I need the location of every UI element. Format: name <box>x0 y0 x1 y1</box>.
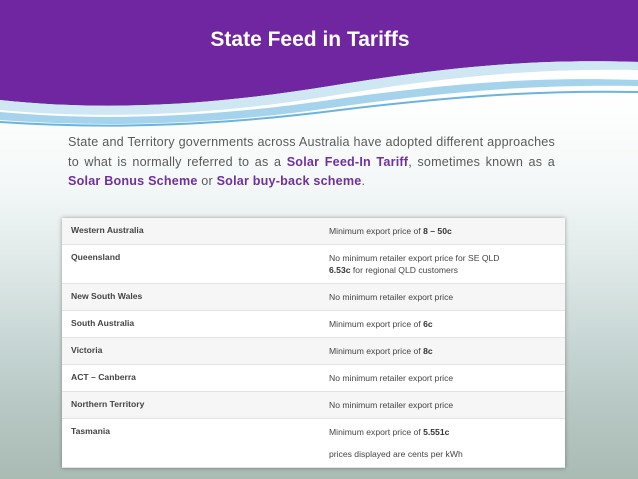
table-row: Western Australia Minimum export price of… <box>62 218 565 245</box>
bold-text: 8 – 50c <box>423 226 452 236</box>
tariff-cell: No minimum retailer export price <box>319 392 565 418</box>
table-row: New South Wales No minimum retailer expor… <box>62 284 565 311</box>
tariff-line: Minimum export price of 8c <box>329 345 559 357</box>
state-cell: Western Australia <box>71 225 144 235</box>
tariff-line: 6.53c for regional QLD customers <box>329 264 559 276</box>
text: No minimum retailer export price for SE … <box>329 253 500 263</box>
table-row: South Australia Minimum export price of 6… <box>62 311 565 338</box>
tariff-line: Minimum export price of 8 – 50c <box>329 225 559 237</box>
state-cell: Northern Territory <box>71 399 145 409</box>
tariff-cell: No minimum retailer export price <box>319 365 565 391</box>
tariff-line: No minimum retailer export price for SE … <box>329 252 559 264</box>
table-row: Queensland No minimum retailer export pri… <box>62 245 565 284</box>
text: Minimum export price of <box>329 319 424 329</box>
table-row: ACT – Canberra No minimum retailer export… <box>62 365 565 392</box>
tariff-cell: No minimum retailer export price for SE … <box>319 245 565 283</box>
state-cell: Queensland <box>71 252 121 262</box>
tariff-line: No minimum retailer export price <box>329 372 559 384</box>
tariff-cell: Minimum export price of 6c <box>319 311 565 337</box>
text: . <box>361 174 366 188</box>
bold-text: Solar Feed-In Tariff <box>286 154 409 169</box>
text: Minimum export price of <box>329 346 424 356</box>
tariff-cell: No minimum retailer export price <box>319 284 565 310</box>
bold-text: 6c <box>423 319 433 329</box>
text: , sometimes known as a <box>408 154 555 169</box>
text: No minimum retailer export price <box>329 292 454 302</box>
state-cell: Tasmania <box>71 426 111 436</box>
tariff-line: No minimum retailer export price <box>329 291 559 303</box>
tariff-table: Western Australia Minimum export price of… <box>62 218 565 468</box>
paragraph: State and Territory governments across A… <box>68 133 555 192</box>
wave <box>0 79 638 124</box>
text: Minimum export price of <box>329 427 424 437</box>
state-cell: ACT – Canberra <box>71 372 136 382</box>
bold-text: 5.551c <box>423 427 450 437</box>
text: State and Territory governments across A… <box>68 135 555 169</box>
table-row: Northern Territory No minimum retailer ex… <box>62 392 565 419</box>
bold-text: Solar buy-back scheme <box>216 174 362 188</box>
text: No minimum retailer export price <box>329 373 454 383</box>
text: or <box>197 174 217 188</box>
table-row: Victoria Minimum export price of 8c <box>62 338 565 365</box>
wave-line <box>0 90 638 127</box>
text: No minimum retailer export price <box>329 400 454 410</box>
text: for regional QLD customers <box>350 265 458 275</box>
bold-text: Solar Bonus Scheme <box>68 174 198 188</box>
tariff-line: Minimum export price of 6c <box>329 318 559 330</box>
tariff-cell: Minimum export price of 8c <box>319 338 565 364</box>
text: Minimum export price of <box>329 226 424 236</box>
header-decoration <box>0 0 638 127</box>
header-band <box>0 0 638 106</box>
state-cell: Victoria <box>71 345 103 355</box>
tariff-line: Minimum export price of 5.551c <box>329 426 559 438</box>
table-note: prices displayed are cents per kWh <box>329 449 463 459</box>
tariff-cell: Minimum export price of 8 – 50c <box>319 218 565 244</box>
wave <box>0 61 638 115</box>
slide-title: State Feed in Tariffs <box>210 28 410 51</box>
state-cell: South Australia <box>71 318 135 328</box>
tariff-line: No minimum retailer export price <box>329 399 559 411</box>
state-cell: New South Wales <box>71 291 143 301</box>
tariff-cell: Minimum export price of 5.551c prices dis… <box>319 419 565 467</box>
bold-text: 8c <box>423 346 433 356</box>
table-row: Tasmania Minimum export price of 5.551c pr… <box>62 419 565 468</box>
bold-text: 6.53c <box>329 265 351 275</box>
